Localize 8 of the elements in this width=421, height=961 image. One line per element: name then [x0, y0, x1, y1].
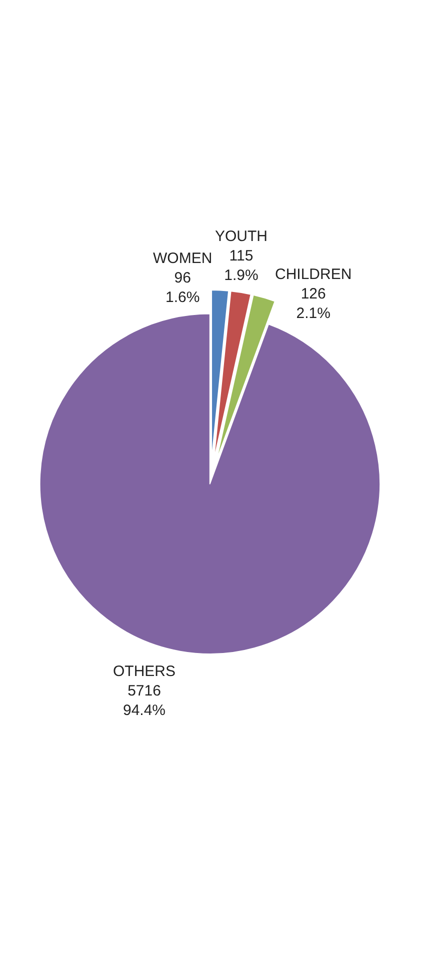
data-label: 96 1.6% [165, 270, 200, 306]
slice-label: YOUTH [215, 228, 268, 245]
slice-label: WOMEN [153, 250, 212, 267]
data-label: 5716 94.4% [122, 682, 166, 719]
data-label: 115 1.9% [224, 248, 258, 284]
data-label: 126 2.1% [296, 286, 330, 322]
slice-label: OTHERS [113, 663, 176, 680]
slice-label: CHILDREN [275, 266, 352, 283]
